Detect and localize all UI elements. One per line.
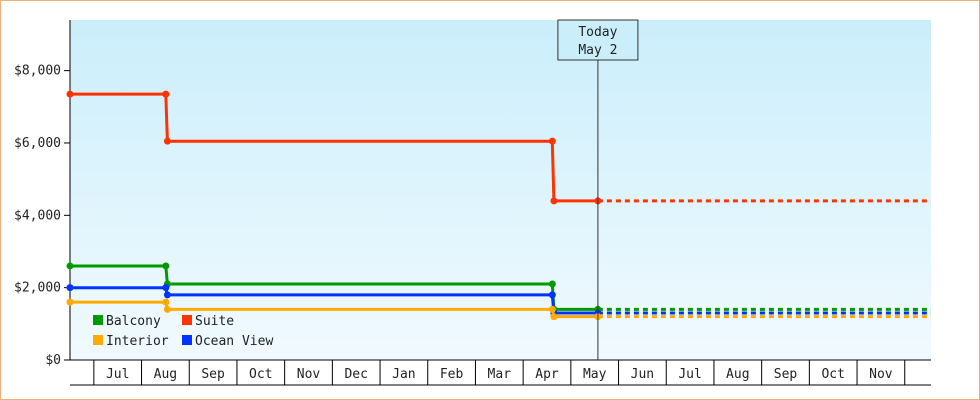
x-tick-label: Oct [249, 367, 272, 382]
legend-swatch [182, 315, 192, 325]
legend-label: Balcony [106, 314, 161, 329]
x-tick-label: Jul [106, 367, 129, 382]
data-point [66, 284, 74, 292]
y-axis: $0 $2,000 $4,000 $6,000 $8,000 [14, 20, 71, 368]
x-tick-label: Dec [344, 367, 367, 382]
y-tick-label: $2,000 [14, 281, 61, 296]
y-tick-label: $8,000 [14, 64, 61, 79]
data-point [162, 90, 170, 98]
data-point [548, 137, 556, 145]
plot-area [70, 20, 931, 360]
series-layer [66, 90, 931, 321]
x-tick-label: Jul [678, 367, 701, 382]
data-point [548, 305, 556, 313]
x-axis: Jul Aug Sep Oct Nov Dec Jan Feb Mar Apr May Jun Jul A… [70, 359, 931, 386]
data-point [163, 305, 171, 313]
x-tick-label: Feb [440, 367, 464, 382]
data-point [163, 137, 171, 145]
today-marker: Today May 2 [557, 19, 639, 360]
data-point [66, 90, 74, 98]
series-line [70, 92, 598, 203]
today-label: Today [578, 25, 617, 40]
today-box [557, 19, 639, 61]
data-point [550, 197, 558, 205]
data-point [163, 291, 171, 299]
data-point [162, 284, 170, 292]
data-point [550, 313, 558, 321]
series-line [70, 300, 598, 319]
legend-label: Interior [106, 334, 169, 349]
today-date: May 2 [578, 43, 617, 58]
x-tick-label: May [583, 367, 607, 382]
x-tick-label: Apr [535, 367, 559, 382]
series-line [70, 286, 598, 315]
legend-label: Ocean View [195, 334, 273, 349]
legend: Balcony Suite Interior Ocean View [93, 314, 273, 349]
x-tick-label: Jan [392, 367, 415, 382]
y-tick-label: $4,000 [14, 208, 61, 223]
data-point [66, 262, 74, 270]
data-point [548, 291, 556, 299]
legend-swatch [182, 335, 192, 345]
data-point [162, 298, 170, 306]
x-tick-label: Oct [821, 367, 844, 382]
legend-label: Suite [195, 314, 234, 329]
data-point [548, 280, 556, 288]
x-tick-label: Aug [154, 367, 177, 382]
data-point [66, 298, 74, 306]
legend-swatch [93, 315, 103, 325]
y-tick-label: $6,000 [14, 136, 61, 151]
x-tick-label: Aug [726, 367, 749, 382]
x-tick-label: Jun [631, 367, 654, 382]
x-tick-label: Sep [774, 367, 798, 382]
y-tick-label: $0 [45, 353, 61, 368]
series-line [70, 264, 598, 311]
legend-swatch [93, 335, 103, 345]
data-point [162, 262, 170, 270]
x-tick-label: Sep [201, 367, 225, 382]
x-tick-label: Nov [297, 367, 321, 382]
x-tick-label: Nov [869, 367, 893, 382]
x-tick-label: Mar [488, 367, 512, 382]
